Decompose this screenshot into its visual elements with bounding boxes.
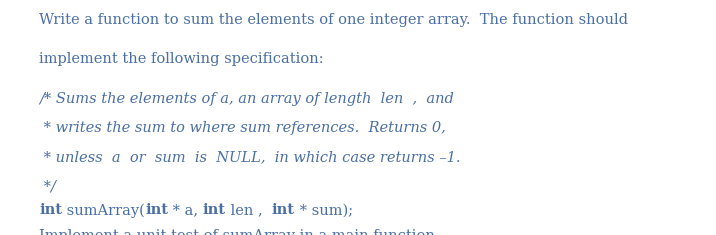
Text: len ,: len , (226, 203, 272, 217)
Text: Implement a unit test of sumArray in a main function.: Implement a unit test of sumArray in a m… (39, 229, 440, 235)
Text: implement the following specification:: implement the following specification: (39, 52, 324, 66)
Text: */: */ (39, 180, 57, 194)
Text: int: int (272, 203, 295, 217)
Text: int: int (145, 203, 168, 217)
Text: int: int (39, 203, 62, 217)
Text: int: int (203, 203, 226, 217)
Text: * sum);: * sum); (295, 203, 353, 217)
Text: * unless  a  or  sum  is  NULL,  in which case returns –1.: * unless a or sum is NULL, in which case… (39, 150, 461, 164)
Text: * a,: * a, (168, 203, 203, 217)
Text: /* Sums the elements of a, an array of length  len  ,  and: /* Sums the elements of a, an array of l… (39, 92, 454, 106)
Text: sumArray(: sumArray( (62, 203, 145, 218)
Text: * writes the sum to where sum references.  Returns 0,: * writes the sum to where sum references… (39, 121, 446, 135)
Text: Write a function to sum the elements of one integer array.  The function should: Write a function to sum the elements of … (39, 13, 629, 27)
